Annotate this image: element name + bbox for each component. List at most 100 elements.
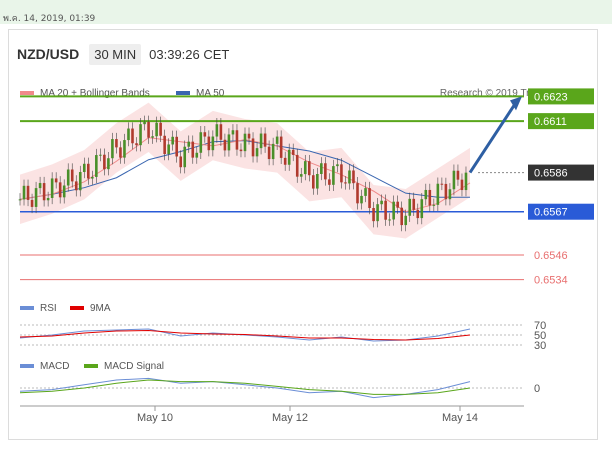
candle-body <box>247 133 251 139</box>
candle-body <box>70 169 74 182</box>
candle-body <box>360 195 363 204</box>
candle-body <box>263 133 267 147</box>
candle-body <box>380 200 383 205</box>
credit-text: Research © 2019 Trading Central <box>440 88 589 99</box>
timestamp-bar: พ.ค. 14, 2019, 01:39 <box>0 0 612 24</box>
level-label-0.6611: 0.6611 <box>534 116 567 128</box>
candle-body <box>62 185 66 198</box>
candle-body <box>87 163 90 179</box>
candle-body <box>147 121 150 138</box>
candle-body <box>267 146 271 160</box>
candle-body <box>271 143 275 160</box>
level-label-0.6534: 0.6534 <box>534 275 568 287</box>
candle-body <box>352 170 355 184</box>
candle-body <box>243 133 247 152</box>
candle-body <box>159 122 162 136</box>
legend-swatch-rsi <box>20 306 34 310</box>
candle-body <box>191 141 195 158</box>
candle-body <box>82 163 86 173</box>
candle-body <box>46 197 50 201</box>
candle-body <box>452 170 456 190</box>
candle-body <box>295 154 299 177</box>
candle-body <box>259 133 263 149</box>
candle-body <box>336 164 339 167</box>
candle-body <box>26 185 30 200</box>
candle-body <box>54 178 58 183</box>
level-label-0.6623: 0.6623 <box>534 91 568 103</box>
legend-label-rsi: RSI <box>40 303 57 314</box>
macd-line <box>19 377 471 399</box>
forecast-arrowhead <box>510 96 522 111</box>
candle-body <box>167 144 170 155</box>
candle-body <box>50 178 54 198</box>
candle-body <box>307 161 311 176</box>
chart-panel <box>8 29 598 440</box>
candle-body <box>22 185 26 200</box>
candle-body <box>364 188 367 196</box>
time-label: 03:39:26 CET <box>149 46 230 62</box>
legend-swatch-ma50 <box>176 91 190 95</box>
candle-body <box>283 157 287 165</box>
candle-body <box>58 182 62 198</box>
candle-body <box>428 189 432 206</box>
candle-body <box>392 201 395 220</box>
level-badge-0.6623 <box>528 88 594 105</box>
rsi-tick-label: 50 <box>534 330 546 342</box>
candle-body <box>239 149 243 152</box>
candle-body <box>78 172 82 191</box>
timeframe-badge[interactable]: 30 MIN <box>89 43 142 65</box>
candle-body <box>287 149 291 165</box>
candle-body <box>103 154 106 170</box>
candle-body <box>223 139 227 151</box>
candle-body <box>356 183 359 204</box>
candle-body <box>231 130 235 135</box>
candle-body <box>324 163 327 180</box>
candle-body <box>207 136 211 151</box>
level-label-0.6546: 0.6546 <box>534 250 568 262</box>
candle-body <box>376 204 379 222</box>
chart-header: NZD/USD 30 MIN 03:39:26 CET <box>17 42 229 66</box>
candle-body <box>95 155 98 177</box>
candle-body <box>151 136 154 138</box>
forecast-arrow <box>468 101 518 174</box>
candle-body <box>372 208 375 222</box>
candle-body <box>303 161 307 175</box>
legend-label-9ma: 9MA <box>90 303 111 314</box>
candle-body <box>388 219 391 221</box>
candle-body <box>456 170 460 180</box>
candle-body <box>42 183 46 201</box>
symbol-label: NZD/USD <box>17 46 80 62</box>
candle-body <box>175 136 178 157</box>
candle-body <box>219 124 223 140</box>
candle-body <box>348 170 351 184</box>
rsi-ma-line <box>19 329 471 341</box>
candle-body <box>340 164 343 183</box>
candle-body <box>291 149 295 155</box>
candle-body <box>255 148 259 157</box>
candle-body <box>66 169 70 186</box>
candle-body <box>384 200 387 220</box>
candle-body <box>127 128 130 141</box>
candle-body <box>163 135 166 155</box>
candle-body <box>215 124 219 137</box>
candle-body <box>38 183 42 189</box>
candle-body <box>320 163 323 174</box>
legend-label-macd-signal: MACD Signal <box>104 361 164 372</box>
candle-body <box>251 138 255 157</box>
legend-swatch-macd-signal <box>84 364 98 368</box>
candle-body <box>416 209 420 219</box>
candle-body <box>227 134 231 151</box>
x-tick-label: May 10 <box>137 412 173 424</box>
candle-body <box>91 176 94 179</box>
candle-body <box>143 121 146 125</box>
candle-body <box>183 146 187 168</box>
x-tick-label: May 12 <box>272 412 308 424</box>
macd-signal-line <box>19 379 471 395</box>
candle-body <box>279 136 283 158</box>
rsi-tick-label: 70 <box>534 320 546 332</box>
candle-body <box>275 136 279 144</box>
legend-label-macd: MACD <box>40 361 69 372</box>
candle-body <box>203 132 207 137</box>
level-badge-0.6567 <box>528 203 594 220</box>
